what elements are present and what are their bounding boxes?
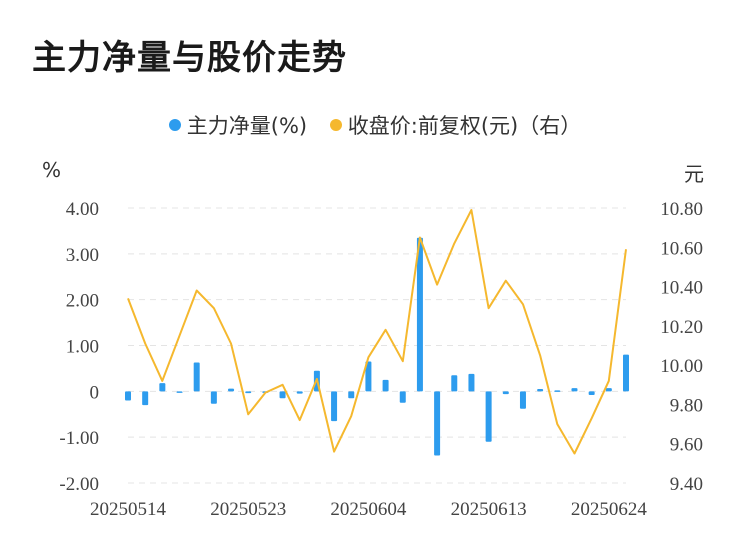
net-volume-bar[interactable] bbox=[416, 237, 423, 392]
net-volume-bar[interactable] bbox=[537, 389, 544, 392]
left-axis-unit: % bbox=[42, 158, 62, 182]
left-tick-label: -1.00 bbox=[59, 428, 99, 449]
net-volume-bar[interactable] bbox=[125, 391, 131, 401]
net-volume-bar[interactable] bbox=[588, 391, 595, 395]
legend-item-close-price[interactable]: 收盘价:前复权(元)（右） bbox=[329, 110, 582, 140]
net-volume-bar[interactable] bbox=[485, 391, 492, 442]
x-tick-label: 20250624 bbox=[571, 499, 648, 520]
net-volume-bar[interactable] bbox=[142, 391, 149, 406]
right-tick-label: 9.40 bbox=[670, 474, 703, 495]
net-volume-bar[interactable] bbox=[365, 361, 372, 392]
net-volume-bar[interactable] bbox=[434, 391, 441, 456]
x-axis-ticks: 20250514 20250523 20250604 20250613 20250624 bbox=[90, 499, 647, 520]
bar-series bbox=[125, 237, 629, 456]
legend-item-net-volume[interactable]: 主力净量(%) bbox=[168, 110, 308, 140]
grid-lines bbox=[128, 207, 626, 484]
right-tick-label: 9.80 bbox=[670, 395, 703, 416]
x-tick-label: 20250613 bbox=[451, 499, 527, 520]
legend[interactable]: 主力净量(%) 收盘价:前复权(元)（右） bbox=[0, 110, 750, 140]
right-tick-label: 10.20 bbox=[660, 317, 703, 338]
right-tick-label: 10.60 bbox=[660, 238, 703, 259]
right-tick-label: 10.00 bbox=[660, 356, 703, 377]
chart-title: 主力净量与股价走势 bbox=[32, 38, 347, 78]
net-volume-bar[interactable] bbox=[296, 391, 303, 394]
net-volume-bar[interactable] bbox=[159, 383, 166, 392]
net-volume-bar[interactable] bbox=[193, 362, 200, 392]
net-volume-bar[interactable] bbox=[279, 391, 286, 399]
legend-dot-bar bbox=[168, 119, 181, 131]
legend-label-close-price: 收盘价:前复权(元)（右） bbox=[347, 114, 582, 138]
right-tick-label: 10.80 bbox=[660, 199, 703, 220]
net-volume-bar[interactable] bbox=[554, 390, 561, 392]
net-volume-bar[interactable] bbox=[331, 391, 338, 422]
net-volume-bar[interactable] bbox=[210, 391, 217, 404]
net-volume-bar[interactable] bbox=[382, 379, 389, 392]
net-volume-bar[interactable] bbox=[451, 375, 458, 392]
left-axis-ticks: -2.00 -1.00 0 1.00 2.00 3.00 4.00 bbox=[59, 199, 99, 495]
left-tick-label: 3.00 bbox=[66, 245, 99, 266]
line-series bbox=[127, 209, 627, 455]
right-axis-unit: 元 bbox=[684, 162, 704, 186]
x-tick-label: 20250523 bbox=[210, 499, 286, 520]
right-tick-label: 9.60 bbox=[670, 435, 703, 456]
net-volume-bar[interactable] bbox=[399, 391, 406, 403]
net-volume-bar[interactable] bbox=[245, 391, 252, 394]
right-axis-ticks: 9.40 9.60 9.80 10.00 10.20 10.40 10.60 10.80 bbox=[660, 199, 703, 495]
left-tick-label: 4.00 bbox=[66, 199, 99, 220]
legend-dot-line bbox=[329, 119, 342, 131]
close-price-line[interactable] bbox=[127, 209, 627, 455]
x-tick-label: 20250514 bbox=[90, 499, 167, 520]
net-volume-bar[interactable] bbox=[623, 354, 629, 392]
right-tick-label: 10.40 bbox=[660, 278, 703, 299]
net-volume-bar[interactable] bbox=[502, 391, 509, 395]
left-tick-label: 2.00 bbox=[66, 291, 99, 312]
legend-label-net-volume: 主力净量(%) bbox=[186, 114, 308, 138]
net-volume-bar[interactable] bbox=[571, 388, 578, 392]
left-tick-label: 0 bbox=[90, 382, 100, 403]
net-volume-bar[interactable] bbox=[468, 373, 475, 392]
x-tick-label: 20250604 bbox=[330, 499, 407, 520]
net-volume-bar[interactable] bbox=[176, 391, 183, 393]
left-tick-label: 1.00 bbox=[66, 337, 99, 358]
net-volume-bar[interactable] bbox=[348, 391, 355, 399]
net-volume-bar[interactable] bbox=[605, 388, 612, 392]
net-volume-bar[interactable] bbox=[519, 391, 526, 409]
left-tick-label: -2.00 bbox=[59, 474, 99, 495]
net-volume-bar[interactable] bbox=[228, 388, 235, 392]
